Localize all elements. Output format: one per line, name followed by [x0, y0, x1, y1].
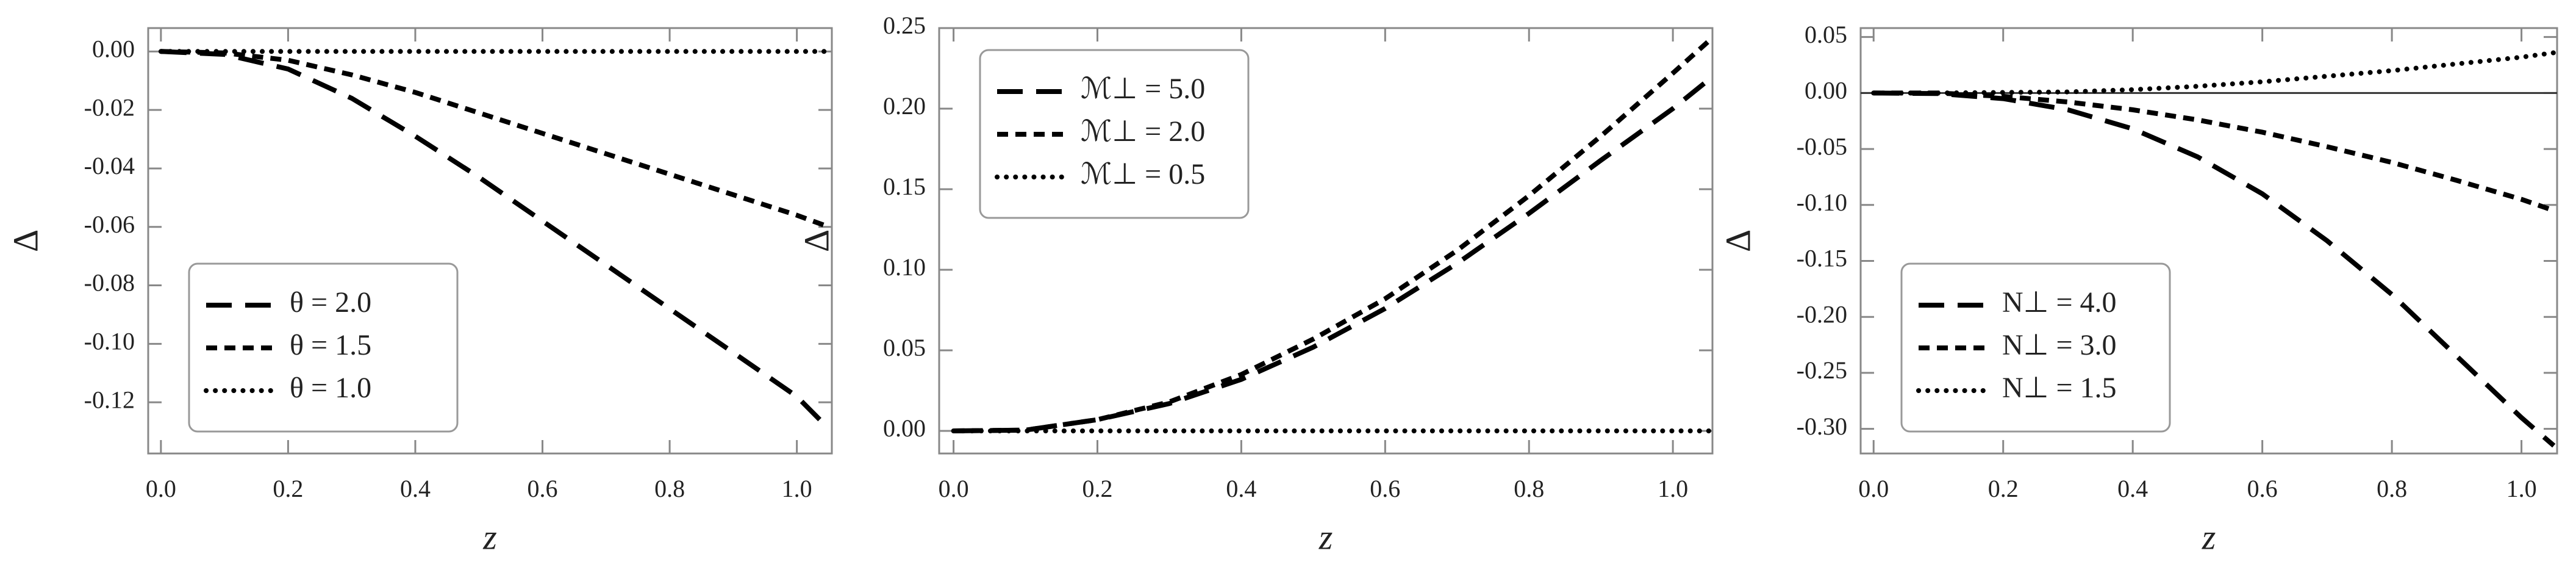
x-tick-label: 0.2 [273, 475, 303, 502]
x-tick-label: 0.8 [1514, 475, 1544, 502]
legend-label: θ = 1.0 [290, 372, 371, 404]
x-axis-label: z [2202, 517, 2216, 557]
x-tick-label: 0.0 [1858, 475, 1889, 502]
y-tick-label: -0.20 [1797, 300, 1847, 328]
x-tick-label: 0.2 [1988, 475, 2019, 502]
x-tick-label: 0.8 [2377, 475, 2407, 502]
x-tick-label: 0.6 [528, 475, 558, 502]
y-tick-label: -0.30 [1797, 413, 1847, 440]
y-tick-label: 0.25 [883, 12, 926, 39]
x-tick-label: 0.8 [654, 475, 685, 502]
x-tick-label: 0.4 [1226, 475, 1256, 502]
legend-label: ℳ⊥ = 2.0 [1081, 115, 1205, 148]
plot-frame [938, 27, 1714, 455]
legend-label: N⊥ = 4.0 [2002, 286, 2117, 319]
y-tick-label: -0.10 [84, 328, 135, 355]
x-tick-label: 0.4 [2117, 475, 2148, 502]
y-axis-label: Δ [1718, 229, 1758, 252]
y-tick-label: -0.12 [84, 386, 135, 413]
y-tick-label: -0.02 [84, 93, 135, 121]
legend-label: ℳ⊥ = 0.5 [1081, 158, 1205, 190]
y-tick-label: 0.20 [883, 92, 926, 120]
y-axis-label: Δ [796, 229, 836, 252]
x-tick-label: 0.6 [2247, 475, 2278, 502]
legend-label: θ = 2.0 [290, 286, 371, 319]
plot-frame [1859, 27, 2558, 455]
y-tick-label: 0.10 [883, 253, 926, 281]
y-tick-label: -0.06 [84, 211, 135, 238]
series-line [1873, 90, 2555, 213]
legend-label: θ = 1.5 [290, 329, 371, 361]
y-tick-label: -0.10 [1797, 189, 1847, 216]
y-tick-label: -0.25 [1797, 356, 1847, 384]
x-tick-label: 1.0 [2506, 475, 2537, 502]
legend-label: N⊥ = 1.5 [2002, 372, 2117, 404]
legend-label: ℳ⊥ = 5.0 [1081, 73, 1205, 105]
x-tick-label: 0.0 [939, 475, 969, 502]
y-tick-label: -0.08 [84, 269, 135, 297]
y-tick-label: -0.04 [84, 152, 135, 179]
x-tick-label: 0.0 [146, 475, 176, 502]
y-tick-label: 0.00 [1805, 77, 1847, 104]
x-tick-label: 1.0 [782, 475, 812, 502]
series-line [953, 39, 1711, 433]
y-tick-label: -0.05 [1797, 132, 1847, 160]
legend-label: N⊥ = 3.0 [2002, 329, 2117, 361]
plot-frame [147, 27, 833, 455]
y-tick-label: 0.05 [883, 334, 926, 361]
y-tick-label: 0.15 [883, 173, 926, 200]
y-axis-label: Δ [5, 229, 45, 252]
x-axis-label: z [482, 517, 497, 557]
y-tick-label: 0.00 [92, 35, 135, 62]
y-tick-label: -0.15 [1797, 245, 1847, 272]
x-tick-label: 0.2 [1082, 475, 1112, 502]
x-tick-label: 1.0 [1658, 475, 1688, 502]
series-line [160, 49, 830, 229]
x-axis-label: z [1318, 517, 1333, 557]
series-line [160, 49, 831, 431]
x-tick-label: 0.4 [400, 475, 431, 502]
y-tick-label: 0.05 [1805, 21, 1847, 48]
x-tick-label: 0.6 [1370, 475, 1400, 502]
series-line [1871, 50, 2556, 96]
y-tick-label: 0.00 [883, 414, 926, 442]
